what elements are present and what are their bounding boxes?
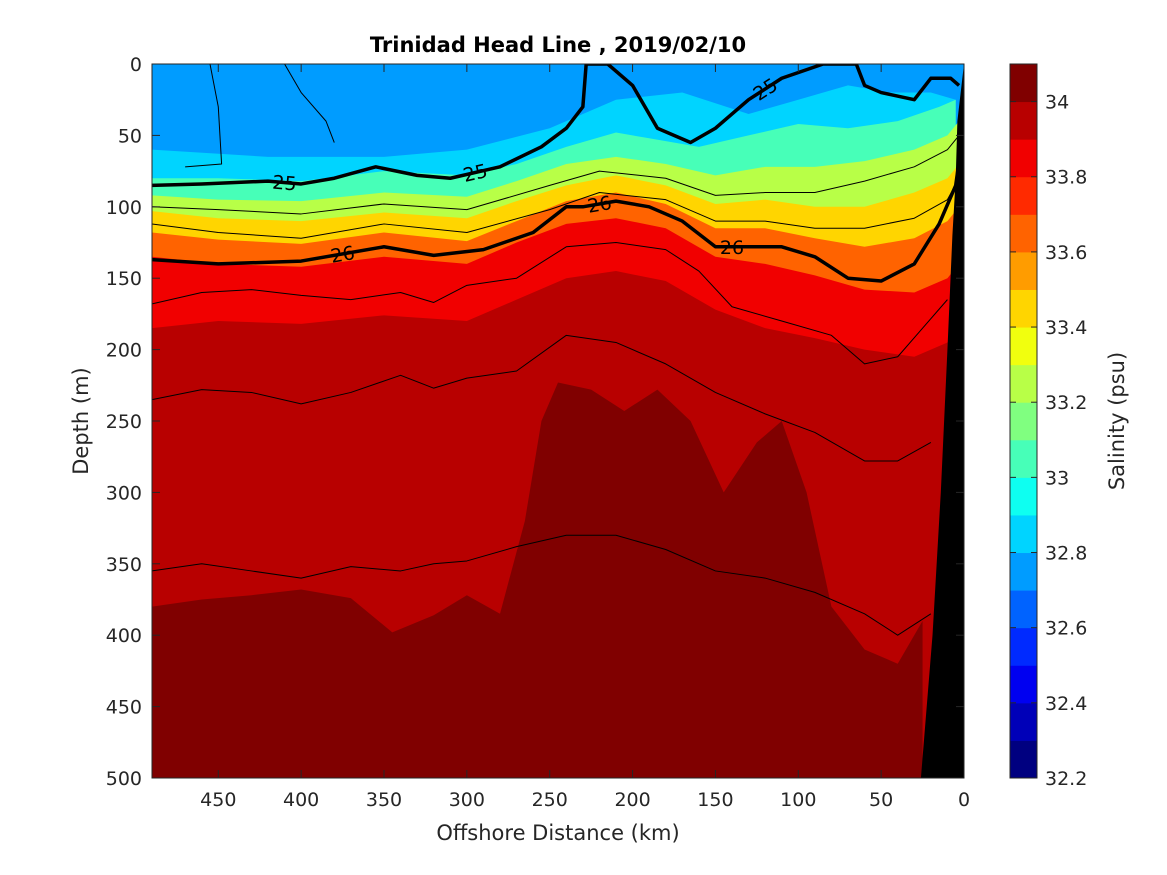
colorbar-bin [1010, 665, 1037, 704]
colorbar-bin [1010, 364, 1037, 403]
density-contour-2 [152, 64, 961, 188]
colorbar-bin [1010, 101, 1037, 140]
y-tick-label: 100 [106, 197, 142, 219]
contour-label: 25 [461, 160, 490, 187]
land-wedge [920, 64, 964, 778]
y-tick-label: 400 [106, 625, 142, 647]
colorbar-tick-label: 33 [1045, 467, 1069, 489]
density-contour-1 [185, 64, 223, 168]
y-tick-label: 300 [106, 482, 142, 504]
y-tick-label: 350 [106, 554, 142, 576]
density-contours [152, 64, 963, 636]
density-contour-3 [152, 135, 960, 215]
y-tick-label: 0 [130, 54, 142, 76]
x-tick-label: 200 [614, 789, 650, 811]
colorbar: 32.2 32.4 32.6 32.8 33 33.2 33.4 33.6 33.8 34 [1009, 63, 1087, 790]
colorbar-bin [1010, 514, 1037, 554]
contour-label: 26 [720, 237, 744, 259]
chart-title: Trinidad Head Line , 2019/02/10 [370, 33, 746, 57]
colorbar-bin [1010, 740, 1037, 779]
x-tick-label: 400 [283, 789, 319, 811]
colorbar-tick-label: 33.6 [1045, 242, 1087, 264]
colorbar-bin [1010, 327, 1037, 366]
colorbar-bin [1010, 214, 1037, 253]
salinity-zone-7 [152, 382, 923, 778]
contour-label: 25 [271, 172, 297, 196]
x-tick-label: 150 [697, 789, 733, 811]
colorbar-label: Salinity (psu) [1105, 352, 1129, 490]
colorbar-bin [1010, 439, 1037, 478]
colorbar-bin [1010, 251, 1037, 290]
colorbar-tick-label: 32.4 [1045, 693, 1087, 715]
y-tick-label: 250 [106, 411, 142, 433]
x-tick-label: 100 [780, 789, 816, 811]
x-tick-label: 0 [958, 789, 970, 811]
colorbar-tick-label: 32.6 [1045, 618, 1087, 640]
colorbar-tick-label: 33.4 [1045, 317, 1087, 339]
y-tick-label: 50 [118, 125, 142, 147]
y-axis-label: Depth (m) [69, 367, 93, 474]
density-contour-8 [152, 534, 932, 636]
colorbar-tick-label: 33.2 [1045, 392, 1087, 414]
y-axis: 0 50 100 150 200 250 300 350 400 450 500 [106, 54, 964, 790]
x-axis-label: Offshore Distance (km) [436, 821, 679, 845]
x-tick-label: 300 [449, 789, 485, 811]
x-axis: 450 400 350 300 250 200 150 100 50 0 [200, 64, 970, 811]
colorbar-bin [1010, 702, 1037, 741]
colorbar-bin [1010, 627, 1037, 666]
density-contour-7 [152, 334, 932, 462]
colorbar-bin [1010, 64, 1037, 103]
colorbar-bin [1010, 477, 1037, 516]
colorbar-bin [1010, 289, 1037, 328]
colorbar-tick-label: 33.8 [1045, 167, 1087, 189]
colorbar-bin [1010, 139, 1037, 178]
y-tick-label: 450 [106, 697, 142, 719]
colorbar-tick-label: 32.8 [1045, 543, 1087, 565]
y-tick-label: 200 [106, 340, 142, 362]
colorbar-tick-label: 34 [1045, 92, 1069, 114]
colorbar-bin [1010, 590, 1037, 629]
land-mask [920, 64, 964, 778]
x-tick-label: 350 [366, 789, 402, 811]
salinity-zones [152, 85, 960, 778]
density-contour-5 [152, 149, 963, 283]
x-tick-label: 50 [869, 789, 893, 811]
colorbar-tick-label: 32.2 [1045, 768, 1087, 790]
y-tick-label: 500 [106, 768, 142, 790]
contour-label: 26 [329, 242, 357, 268]
plot-area [152, 64, 964, 778]
density-contour-6 [152, 242, 948, 365]
colorbar-bin [1010, 552, 1037, 591]
contour-label: 26 [586, 192, 614, 218]
y-tick-label: 150 [106, 268, 142, 290]
colorbar-bin [1010, 176, 1037, 215]
density-contour-4 [152, 178, 960, 239]
density-contour-0 [284, 64, 335, 143]
colorbar-bin [1010, 402, 1037, 441]
x-tick-label: 250 [532, 789, 568, 811]
x-tick-label: 450 [200, 789, 236, 811]
